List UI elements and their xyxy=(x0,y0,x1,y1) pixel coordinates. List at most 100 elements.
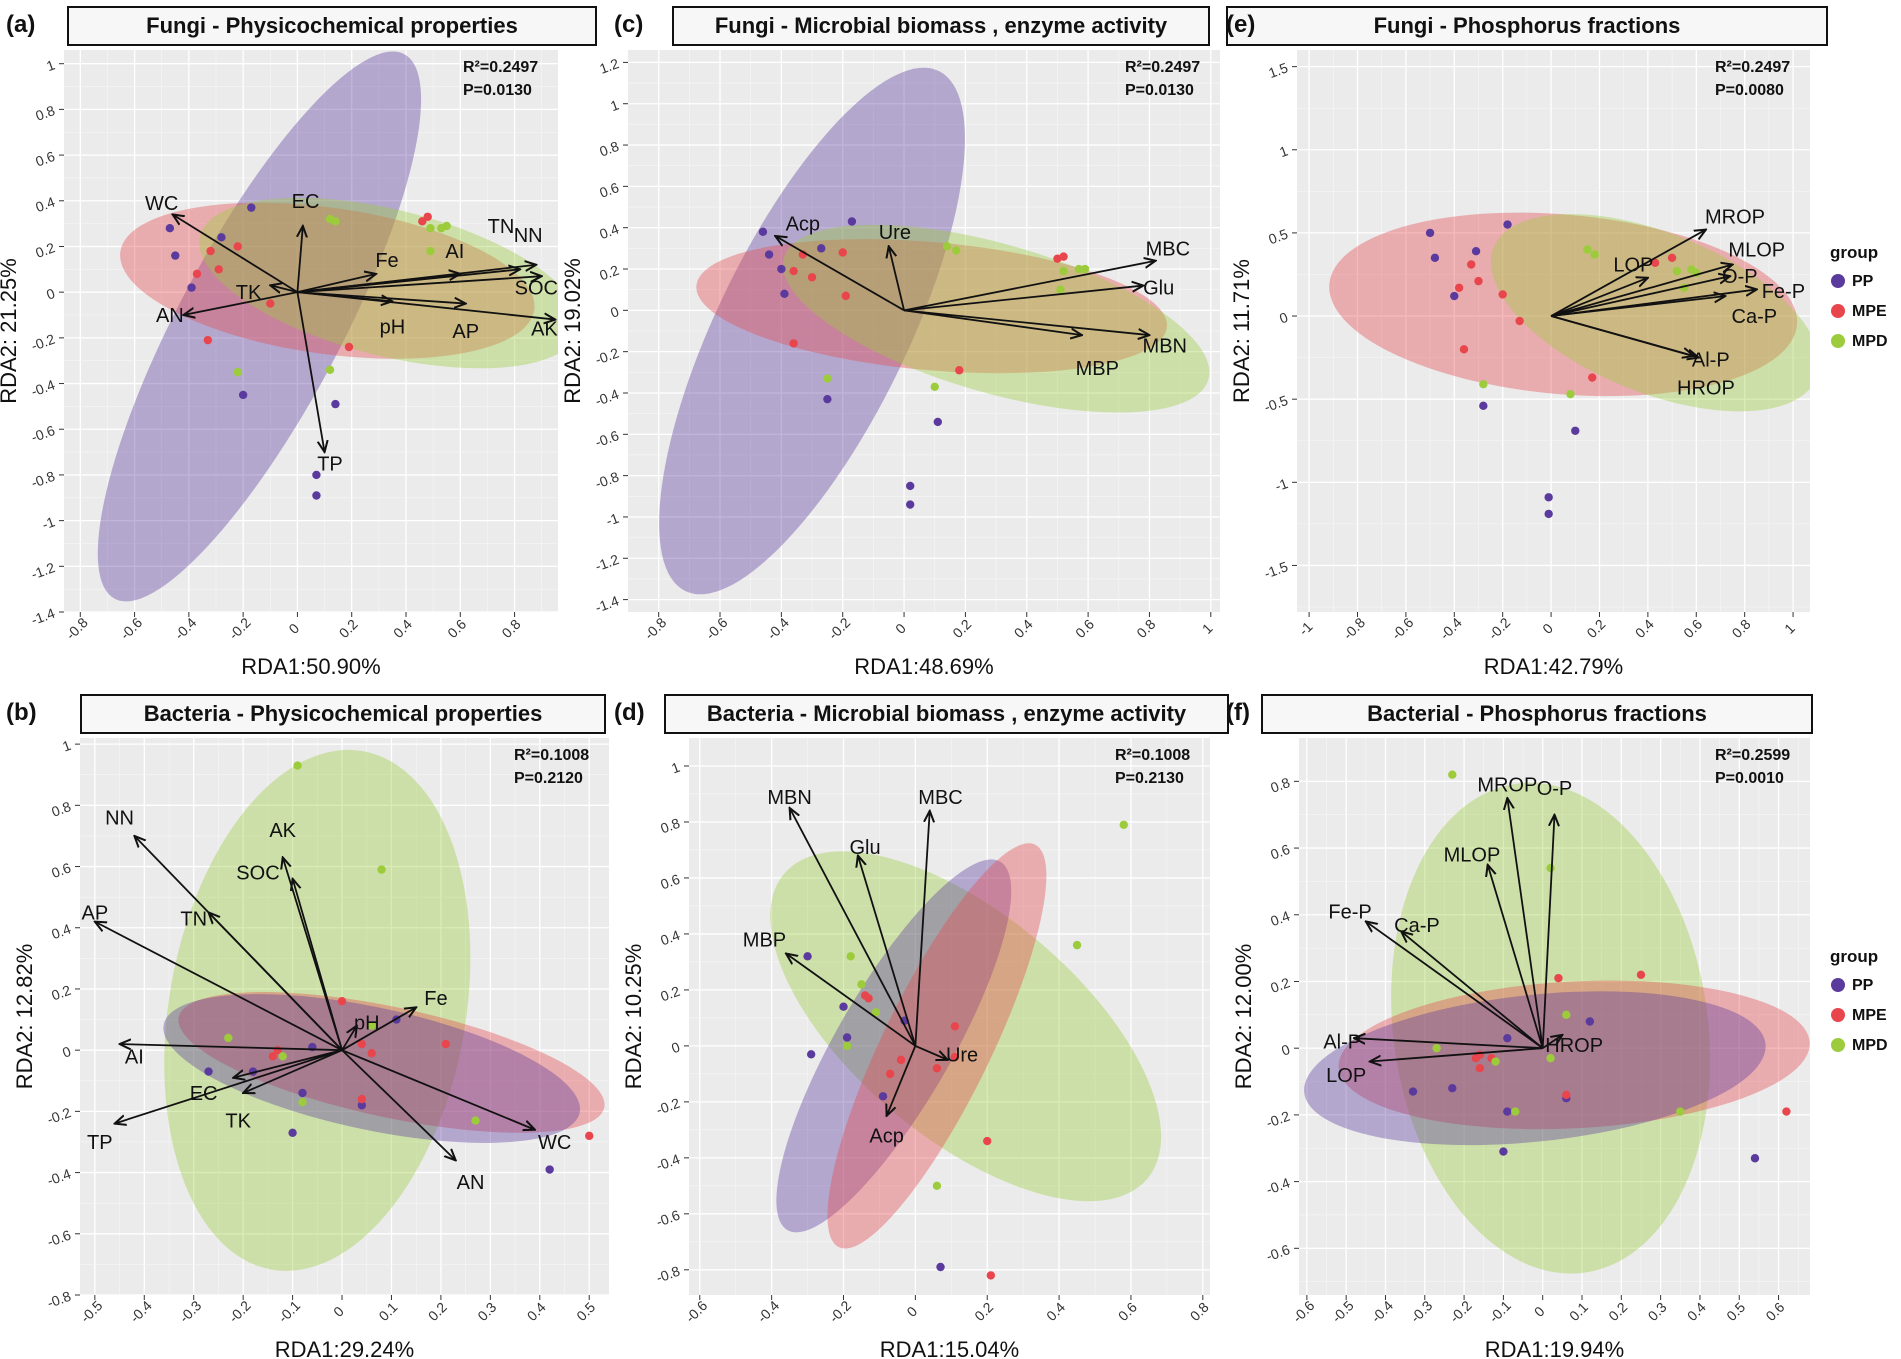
y-tick-label: 0 xyxy=(1277,309,1290,327)
vector-arrow xyxy=(1541,815,1555,1049)
point-mpe xyxy=(423,212,432,221)
y-tick-label: -1.2 xyxy=(593,551,621,574)
gridlines xyxy=(1297,50,1810,612)
point-mpd xyxy=(857,980,866,989)
vector-label: NN xyxy=(105,808,134,830)
panel-letter: (e) xyxy=(1226,11,1255,38)
x-tick-label: 0.6 xyxy=(444,616,469,641)
legend-title: group xyxy=(1830,947,1878,966)
point-mpe xyxy=(807,273,817,282)
vector-arrow xyxy=(233,1049,343,1078)
stat-label: R²=0.2497 xyxy=(1125,59,1200,76)
stat-label: R²=0.2497 xyxy=(1715,59,1790,76)
vector-arrow xyxy=(1366,921,1544,1049)
x-tick-label: 0.6 xyxy=(1680,616,1705,641)
y-tick-label: -0.6 xyxy=(1264,1241,1292,1264)
legend-title: group xyxy=(1830,243,1878,262)
point-pp xyxy=(171,251,180,260)
plot-content: MBN MBC Glu MBP Ure Acp xyxy=(743,787,1162,1280)
gridlines xyxy=(64,50,558,613)
vector-arrow xyxy=(1550,315,1699,358)
stat-label: P=0.2120 xyxy=(514,770,583,787)
vector-label: AN xyxy=(156,305,184,327)
y-tick-label: 0.6 xyxy=(658,871,682,893)
y-tick-label: 1 xyxy=(1277,142,1290,160)
y-tick-label: 0.8 xyxy=(1268,774,1292,796)
y-tick-label: 0.4 xyxy=(658,927,682,949)
point-mpd xyxy=(367,1021,376,1030)
ellipse-mpe xyxy=(1329,212,1798,397)
vector-label: AK xyxy=(269,820,296,842)
vector-label: O-P xyxy=(1722,266,1758,288)
point-pp xyxy=(288,1128,297,1137)
panel-title: Bacterial - Phosphorus fractions xyxy=(1367,701,1707,726)
y-tick-label: 0.8 xyxy=(33,102,57,124)
legend-label: MPD xyxy=(1852,333,1888,350)
x-tick-label: -0.6 xyxy=(117,614,146,643)
y-tick-label: -0.2 xyxy=(1264,1108,1292,1131)
panel-title-box xyxy=(67,6,597,46)
y-axis-title: RDA2: 21.25% xyxy=(0,258,21,404)
y-tick-label: -1.2 xyxy=(29,559,57,582)
point-mpd xyxy=(1056,285,1065,294)
vector-arrow xyxy=(1550,276,1730,317)
y-tick-label: -1.4 xyxy=(29,605,57,628)
panel-a: WC AN TK EC Fe pH AI AP TN NN SOC AK TP R²=0.2497 P=0.… xyxy=(0,6,597,679)
point-pp xyxy=(247,203,256,212)
x-tick-label: 0.5 xyxy=(1723,1299,1748,1324)
x-tick-label: 0.2 xyxy=(1605,1299,1630,1324)
vector-label: MROP xyxy=(1477,775,1537,797)
stat-label: P=0.0010 xyxy=(1715,770,1784,787)
x-tick-label: 0.2 xyxy=(425,1299,450,1324)
panel-d: MBN MBCGluMBPUreAcpR²=0.1008P=0.2130-0.6-… xyxy=(614,694,1229,1359)
point-mpd xyxy=(930,382,939,391)
ellipse-pp xyxy=(776,859,1012,1233)
panel-f: MROP O-P MLOP Fe-P Ca-P Al-P LOP HROP R²=0.2599 P… xyxy=(1226,694,1813,1359)
point-pp xyxy=(839,1002,848,1011)
panel-title-box xyxy=(80,694,606,734)
y-tick-label: -1 xyxy=(604,510,621,529)
x-axis-title: RDA1:29.24% xyxy=(275,1337,414,1359)
vector-arrow xyxy=(209,912,343,1051)
ellipse-pp xyxy=(659,67,965,595)
ellipse-mpe xyxy=(696,239,1168,374)
point-mpd xyxy=(426,223,435,233)
point-mpe xyxy=(367,1049,376,1058)
panel-letter: (a) xyxy=(6,11,35,38)
point-mpd xyxy=(1074,264,1084,274)
panel-letter: (c) xyxy=(614,11,643,38)
y-tick-label: -0.4 xyxy=(593,386,621,409)
plot-content: NNAKSOCTNAPAIECTKTPpHFeWCAN xyxy=(81,749,605,1271)
y-tick-label: 0.2 xyxy=(33,239,57,261)
point-mpd xyxy=(1072,940,1082,950)
ellipse-mpd xyxy=(782,224,1210,413)
vector-arrow xyxy=(889,246,905,311)
point-pp xyxy=(165,223,175,233)
y-tick-label: 0.2 xyxy=(49,982,73,1004)
x-tick-label: -0.5 xyxy=(1328,1297,1357,1326)
point-pp xyxy=(187,283,196,292)
panel-title-box xyxy=(1261,694,1813,734)
legend-marker-mpe xyxy=(1831,304,1845,318)
point-mpe xyxy=(864,994,873,1003)
x-tick-label: -0.1 xyxy=(275,1297,304,1326)
y-tick-label: 1 xyxy=(44,56,57,74)
x-tick-label: 0 xyxy=(285,620,302,637)
point-mpe xyxy=(886,1069,895,1079)
y-tick-label: 0.4 xyxy=(33,193,57,215)
panel-c: Acp UreMBCGluMBNMBPR²=0.2497P=0.0130-0.8-… xyxy=(560,6,1220,679)
vector-label: MBC xyxy=(918,787,962,809)
x-tick-label: -0.4 xyxy=(1437,614,1466,643)
point-mpd xyxy=(1546,863,1555,873)
y-tick-label: 0.8 xyxy=(658,815,682,837)
point-mpe xyxy=(1650,258,1660,268)
vector-arrow xyxy=(270,285,298,292)
point-mpe xyxy=(1588,373,1597,382)
y-axis-title: RDA2: 11.71% xyxy=(1229,259,1254,403)
x-axis-title: RDA1:19.94% xyxy=(1485,1337,1624,1359)
legend-marker-pp xyxy=(1831,274,1845,288)
point-mpe xyxy=(357,1094,367,1104)
vector-label: AN xyxy=(457,1172,485,1194)
x-tick-label: 0 xyxy=(1531,1303,1548,1320)
